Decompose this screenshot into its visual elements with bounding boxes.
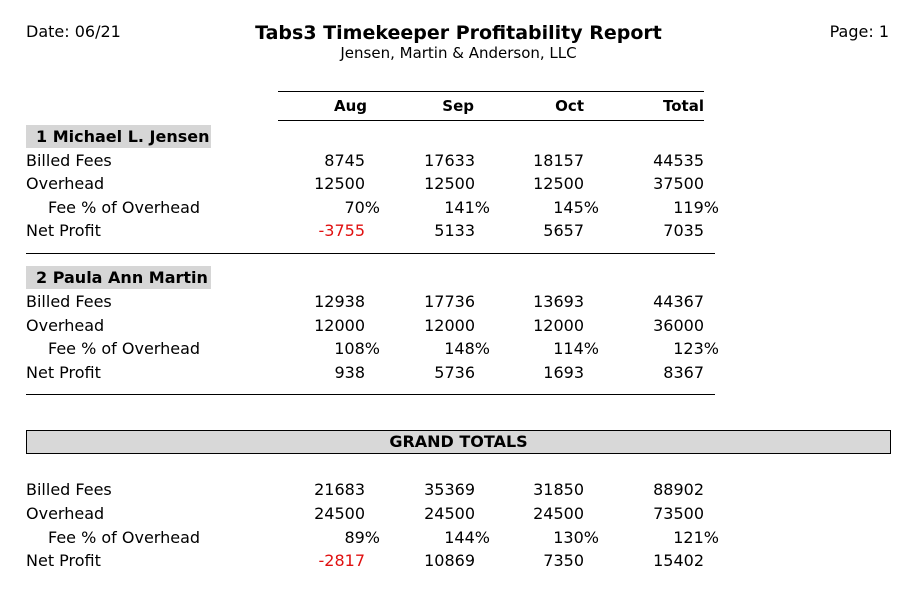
- section-divider: [26, 253, 715, 254]
- row-label: Billed Fees: [26, 480, 112, 499]
- col-header-aug: Aug: [333, 97, 367, 115]
- row-label: Fee % of Overhead: [48, 339, 201, 358]
- page-number: Page: 1: [829, 22, 889, 41]
- value-cell: 144%: [444, 528, 490, 547]
- value-cell: 12500: [424, 174, 475, 193]
- value-cell: 89%: [344, 528, 380, 547]
- negative-value-cell: -2817: [318, 551, 366, 570]
- col-header-sep: Sep: [442, 97, 474, 115]
- value-cell: 36000: [653, 316, 704, 335]
- value-cell: 123%: [673, 339, 719, 358]
- value-cell: 7350: [543, 551, 584, 570]
- header-bottom-rule: [278, 120, 704, 121]
- value-cell: 24500: [533, 504, 584, 523]
- value-cell: 7035: [663, 221, 704, 240]
- row-label: Overhead: [26, 174, 105, 193]
- value-cell: 44535: [653, 151, 704, 170]
- row-label: Fee % of Overhead: [48, 198, 201, 217]
- value-cell: 12000: [533, 316, 584, 335]
- value-cell: 12000: [314, 316, 365, 335]
- value-cell: 12938: [314, 292, 365, 311]
- value-cell: 121%: [673, 528, 719, 547]
- value-cell: 10869: [424, 551, 475, 570]
- value-cell: 1693: [543, 363, 584, 382]
- value-cell: 21683: [314, 480, 365, 499]
- report-date: Date: 06/21: [26, 22, 121, 41]
- report-title: Tabs3 Timekeeper Profitability Report: [255, 22, 662, 44]
- timekeeper-name-band: [26, 125, 211, 148]
- value-cell: 5133: [434, 221, 475, 240]
- row-label: Overhead: [26, 504, 105, 523]
- value-cell: 114%: [553, 339, 599, 358]
- value-cell: 18157: [533, 151, 584, 170]
- value-cell: 31850: [533, 480, 584, 499]
- value-cell: 12500: [314, 174, 365, 193]
- value-cell: 12000: [424, 316, 475, 335]
- value-cell: 938: [334, 363, 365, 382]
- value-cell: 24500: [424, 504, 475, 523]
- grand-totals-heading: GRAND TOTALS: [26, 430, 891, 454]
- row-label: Overhead: [26, 316, 105, 335]
- value-cell: 88902: [653, 480, 704, 499]
- section-divider: [26, 394, 715, 395]
- value-cell: 35369: [424, 480, 475, 499]
- value-cell: 12500: [533, 174, 584, 193]
- row-label: Net Profit: [26, 221, 101, 240]
- value-cell: 8367: [663, 363, 704, 382]
- value-cell: 17633: [424, 151, 475, 170]
- value-cell: 44367: [653, 292, 704, 311]
- value-cell: 8745: [324, 151, 365, 170]
- value-cell: 17736: [424, 292, 475, 311]
- row-label: Billed Fees: [26, 292, 112, 311]
- value-cell: 130%: [553, 528, 599, 547]
- timekeeper-name-band: [26, 266, 211, 289]
- header-top-rule: [278, 91, 704, 92]
- row-label: Net Profit: [26, 551, 101, 570]
- value-cell: 15402: [653, 551, 704, 570]
- value-cell: 5657: [543, 221, 584, 240]
- value-cell: 70%: [344, 198, 380, 217]
- value-cell: 145%: [553, 198, 599, 217]
- row-label: Fee % of Overhead: [48, 528, 201, 547]
- timekeeper-name: 1 Michael L. Jensen: [36, 127, 210, 146]
- timekeeper-name: 2 Paula Ann Martin: [36, 268, 208, 287]
- value-cell: 108%: [334, 339, 380, 358]
- value-cell: 24500: [314, 504, 365, 523]
- value-cell: 73500: [653, 504, 704, 523]
- value-cell: 37500: [653, 174, 704, 193]
- col-header-oct: Oct: [555, 97, 584, 115]
- value-cell: 148%: [444, 339, 490, 358]
- firm-name: Jensen, Martin & Anderson, LLC: [340, 44, 577, 62]
- value-cell: 119%: [673, 198, 719, 217]
- value-cell: 141%: [444, 198, 490, 217]
- value-cell: 5736: [434, 363, 475, 382]
- value-cell: 13693: [533, 292, 584, 311]
- row-label: Net Profit: [26, 363, 101, 382]
- col-header-total: Total: [663, 97, 704, 115]
- negative-value-cell: -3755: [318, 221, 366, 240]
- row-label: Billed Fees: [26, 151, 112, 170]
